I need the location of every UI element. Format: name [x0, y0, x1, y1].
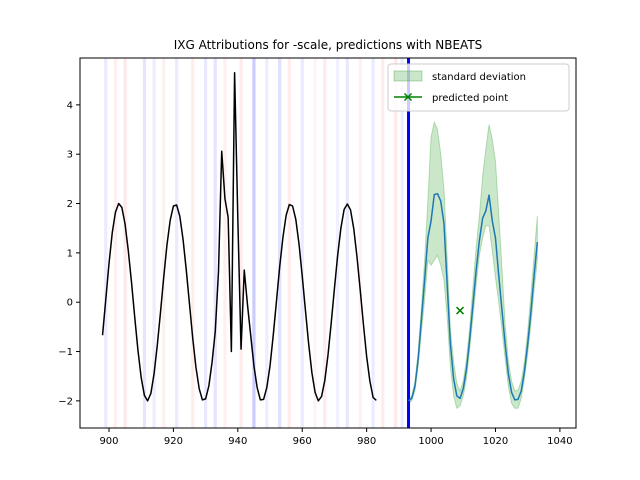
- std-band-layer: [408, 120, 538, 410]
- plot-frame: [79, 57, 577, 429]
- attribution-stripe: [175, 58, 179, 428]
- y-tick-label: 0: [67, 298, 73, 309]
- x-tick-label: 1040: [547, 436, 572, 447]
- input-series-line: [101, 72, 377, 402]
- x-tick-label: 1000: [418, 436, 443, 447]
- attribution-stripe: [400, 58, 404, 428]
- attribution-stripe: [239, 58, 243, 428]
- attribution-stripe: [152, 58, 156, 428]
- attribution-stripe: [104, 58, 108, 428]
- attribution-stripe: [313, 58, 317, 428]
- attribution-stripe: [265, 58, 269, 428]
- attribution-stripe: [113, 58, 118, 428]
- y-tick-label: −2: [58, 396, 73, 407]
- predicted-point-marker: [456, 306, 465, 315]
- attribution-stripe: [142, 58, 147, 428]
- attribution-stripe: [162, 58, 166, 428]
- chart-title: IXG Attributions for -scale, predictions…: [174, 38, 483, 52]
- y-tick-label: 4: [67, 100, 73, 111]
- legend-box: [387, 63, 570, 112]
- attribution-stripe: [123, 58, 127, 428]
- x-tick-label: 980: [357, 436, 376, 447]
- prediction-series-line: [408, 192, 539, 402]
- x-tick-label: 940: [228, 436, 247, 447]
- attribution-bands: [104, 58, 404, 428]
- attribution-stripe: [394, 58, 398, 428]
- legend-point-label: predicted point: [432, 93, 508, 104]
- legend: standard deviation predicted point: [387, 63, 570, 112]
- attribution-stripe: [345, 58, 349, 428]
- x-tick-label: 1020: [483, 436, 508, 447]
- x-tick-label: 960: [293, 436, 312, 447]
- attribution-stripe: [381, 58, 385, 428]
- y-axis-ticks: −2 −1 0 1 2 3 4: [58, 100, 80, 407]
- attribution-stripe: [223, 58, 227, 428]
- attribution-stripe: [336, 58, 340, 428]
- y-tick-label: 3: [67, 150, 73, 161]
- legend-std-label: standard deviation: [432, 72, 526, 83]
- attribution-stripe: [300, 58, 304, 428]
- legend-std-swatch: [393, 70, 423, 82]
- attribution-stripe: [287, 58, 291, 428]
- attribution-stripe: [358, 58, 362, 428]
- attribution-stripe: [252, 58, 256, 428]
- x-axis-ticks: 900 920 940 960 980 1000 1020 1040: [99, 428, 573, 447]
- attribution-stripe: [213, 58, 217, 428]
- y-tick-label: 2: [67, 199, 73, 210]
- attribution-stripe: [191, 58, 195, 428]
- y-tick-label: 1: [67, 248, 73, 259]
- attribution-stripe: [371, 58, 375, 428]
- attribution-stripe: [278, 58, 282, 428]
- attribution-stripe: [323, 58, 327, 428]
- legend-point-marker: [403, 92, 413, 102]
- series-layer: [101, 58, 539, 428]
- x-tick-label: 920: [164, 436, 183, 447]
- attribution-stripe: [204, 58, 208, 428]
- y-tick-label: −1: [58, 347, 73, 358]
- x-tick-label: 900: [99, 436, 118, 447]
- std-band: [408, 120, 538, 410]
